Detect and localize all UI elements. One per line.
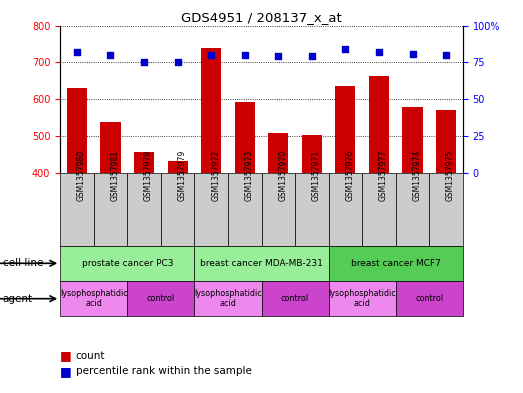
Bar <box>403 107 423 173</box>
Bar <box>328 281 396 316</box>
Bar <box>328 173 362 246</box>
Text: GSM1357972: GSM1357972 <box>211 150 220 201</box>
Bar <box>60 246 195 281</box>
Bar <box>436 110 456 173</box>
Text: GSM1357975: GSM1357975 <box>446 149 455 201</box>
Text: GSM1357981: GSM1357981 <box>110 150 119 200</box>
Bar <box>295 173 328 246</box>
Text: lysophosphatidic
acid: lysophosphatidic acid <box>60 289 128 309</box>
Text: control: control <box>415 294 444 303</box>
Point <box>140 59 148 66</box>
Bar <box>127 173 161 246</box>
Bar <box>167 161 188 173</box>
Bar <box>60 281 127 316</box>
Bar <box>369 76 389 173</box>
Bar <box>67 88 87 173</box>
Text: GSM1357973: GSM1357973 <box>245 149 254 201</box>
Text: GSM1357979: GSM1357979 <box>178 149 187 201</box>
Text: percentile rank within the sample: percentile rank within the sample <box>76 366 252 376</box>
Bar <box>429 173 463 246</box>
Bar <box>302 134 322 173</box>
Text: GSM1357980: GSM1357980 <box>77 150 86 201</box>
Bar <box>335 86 356 173</box>
Point <box>174 59 182 66</box>
Text: lysophosphatidic
acid: lysophosphatidic acid <box>328 289 396 309</box>
Point <box>207 52 215 58</box>
Bar <box>161 173 195 246</box>
Text: GSM1357974: GSM1357974 <box>413 149 422 201</box>
Bar <box>94 173 127 246</box>
Text: GSM1357971: GSM1357971 <box>312 150 321 201</box>
Text: control: control <box>147 294 175 303</box>
Point <box>73 49 81 55</box>
Text: agent: agent <box>3 294 33 304</box>
Bar <box>396 281 463 316</box>
Bar <box>60 173 94 246</box>
Bar <box>134 152 154 173</box>
Bar <box>235 102 255 173</box>
Text: control: control <box>281 294 309 303</box>
Title: GDS4951 / 208137_x_at: GDS4951 / 208137_x_at <box>181 11 342 24</box>
Text: lysophosphatidic
acid: lysophosphatidic acid <box>194 289 262 309</box>
Point <box>375 49 383 55</box>
Point <box>241 52 249 58</box>
Bar <box>100 123 120 173</box>
Point <box>408 50 417 57</box>
Text: GSM1357978: GSM1357978 <box>144 150 153 201</box>
Bar <box>228 173 262 246</box>
Point <box>442 52 450 58</box>
Text: GSM1357977: GSM1357977 <box>379 149 388 201</box>
Bar <box>262 173 295 246</box>
Bar <box>262 281 328 316</box>
Text: prostate cancer PC3: prostate cancer PC3 <box>82 259 173 268</box>
Text: ■: ■ <box>60 349 72 362</box>
Bar <box>195 246 328 281</box>
Text: breast cancer MDA-MB-231: breast cancer MDA-MB-231 <box>200 259 323 268</box>
Text: GSM1357976: GSM1357976 <box>345 149 355 201</box>
Point <box>308 53 316 60</box>
Bar <box>127 281 195 316</box>
Bar <box>396 173 429 246</box>
Bar <box>362 173 396 246</box>
Text: GSM1357970: GSM1357970 <box>278 149 287 201</box>
Bar <box>268 134 288 173</box>
Bar <box>195 173 228 246</box>
Point <box>274 53 282 60</box>
Text: cell line: cell line <box>3 258 43 268</box>
Point <box>106 52 115 58</box>
Text: ■: ■ <box>60 365 72 378</box>
Bar <box>201 48 221 173</box>
Point <box>341 46 349 52</box>
Bar <box>328 246 463 281</box>
Text: breast cancer MCF7: breast cancer MCF7 <box>351 259 441 268</box>
Bar <box>195 281 262 316</box>
Text: count: count <box>76 351 105 361</box>
